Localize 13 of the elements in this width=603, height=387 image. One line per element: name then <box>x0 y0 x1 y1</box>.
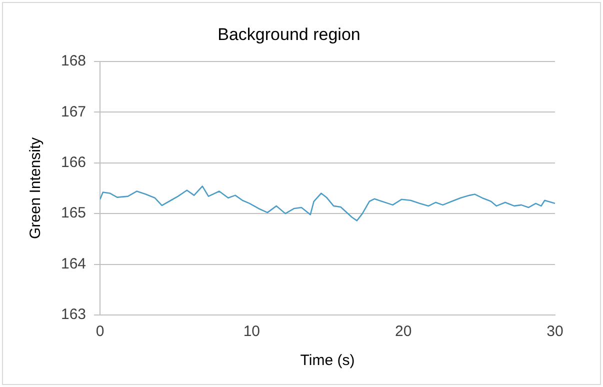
y-tick-label: 165 <box>60 204 86 222</box>
y-axis-title: Green Intensity <box>27 136 44 240</box>
x-tick-label: 30 <box>546 323 564 340</box>
y-tick-label: 163 <box>60 306 86 324</box>
y-tick-label: 167 <box>60 103 86 120</box>
x-tick-label: 20 <box>395 323 412 340</box>
x-axis-title: Time (s) <box>300 352 355 370</box>
chart-title: Background region <box>218 24 360 44</box>
x-tick-label: 10 <box>243 323 260 340</box>
y-tick-label: 168 <box>60 52 86 70</box>
y-tick-label: 166 <box>60 154 86 171</box>
y-tick-label: 164 <box>60 255 86 272</box>
x-tick-label: 0 <box>96 323 104 340</box>
